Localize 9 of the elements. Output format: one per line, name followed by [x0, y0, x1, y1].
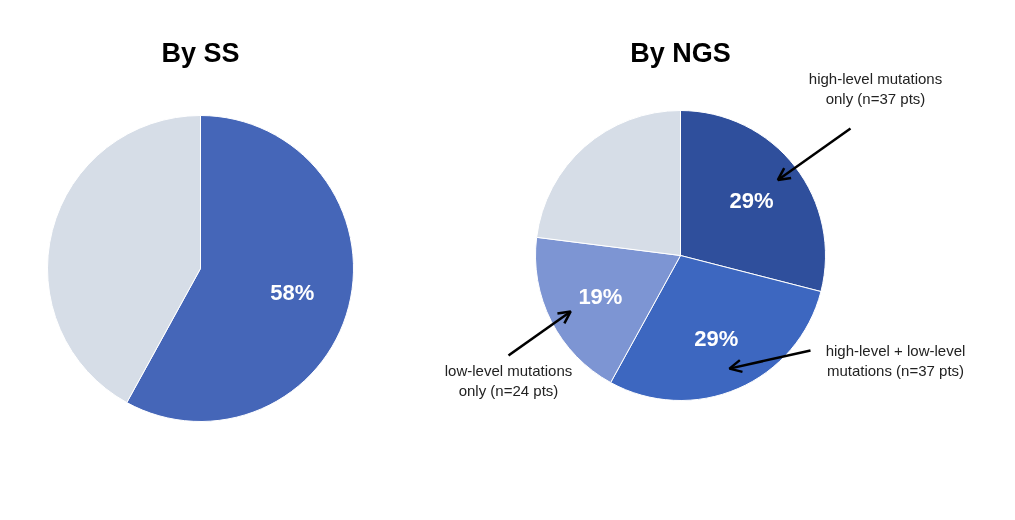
data-label: 29% — [694, 325, 739, 351]
slice-label: high-level mutations only (n=37 pts) — [808, 69, 943, 108]
slice-label: high-level + low-level mutations (n=37 pts) — [825, 341, 966, 380]
data-label: 19% — [578, 283, 623, 309]
data-label: 29% — [729, 187, 774, 213]
slice-label: low-level mutations only (n=24 pts) — [444, 361, 573, 400]
data-label: 58% — [270, 279, 315, 305]
chart-title: By NGS — [630, 37, 731, 68]
chart-title: By SS — [161, 37, 240, 68]
